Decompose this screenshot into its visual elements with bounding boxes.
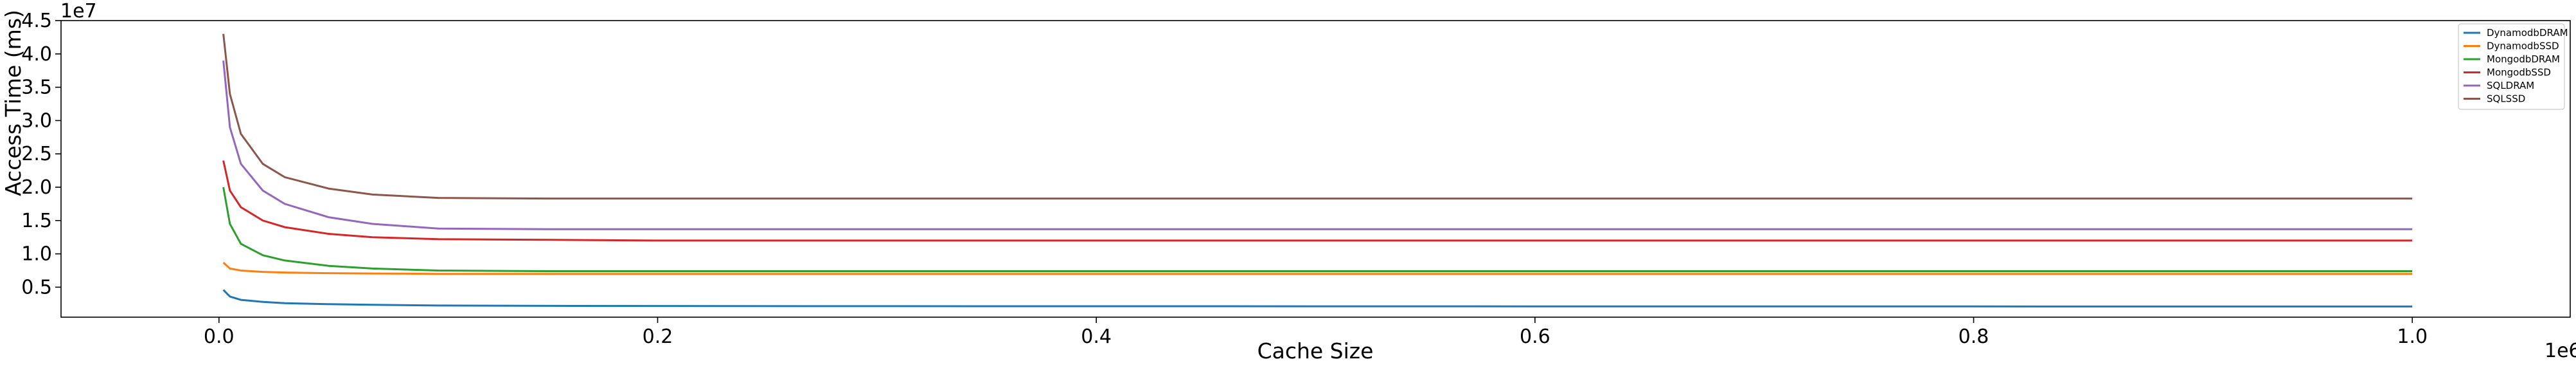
- series-line-dynamodbssd: [222, 261, 2413, 275]
- y-offset-label: 1e7: [60, 0, 97, 23]
- x-axis-label: Cache Size: [1257, 338, 1374, 363]
- y-tick-label: 2.0: [21, 176, 52, 199]
- legend-label: DynamodbDRAM: [2487, 27, 2568, 39]
- legend-label: SQLDRAM: [2487, 80, 2534, 91]
- x-tick-label: 1.0: [2397, 326, 2428, 348]
- series-line-mongodbssd: [222, 160, 2413, 242]
- y-tick-label: 0.5: [21, 276, 52, 299]
- x-tick-label: 0.2: [643, 326, 673, 348]
- series-line-sqldram: [222, 60, 2413, 230]
- x-tick-label: 0.0: [204, 326, 235, 348]
- x-tick-label: 0.8: [1959, 326, 1989, 348]
- series-line-dynamodbdram: [222, 289, 2413, 308]
- axes-frame: [60, 20, 2571, 318]
- plot-area: [222, 33, 2413, 308]
- y-tick-label: 3.5: [21, 77, 52, 99]
- y-tick-label: 4.0: [21, 43, 52, 66]
- x-offset-label: 1e6: [2545, 340, 2576, 362]
- y-tick-label: 1.5: [21, 210, 52, 232]
- legend-label: SQLSSD: [2487, 93, 2525, 105]
- y-tick-label: 1.0: [21, 243, 52, 266]
- series-line-sqlssd: [222, 33, 2413, 200]
- y-tick-label: 3.0: [21, 109, 52, 132]
- x-tick-label: 0.4: [1081, 326, 1112, 348]
- x-tick-label: 0.6: [1520, 326, 1550, 348]
- y-axis-label: Access Time (ms): [1, 10, 26, 196]
- y-tick-label: 4.5: [21, 10, 52, 32]
- legend-box: [2458, 23, 2565, 110]
- y-tick-label: 2.5: [21, 143, 52, 165]
- series-line-mongodbdram: [222, 187, 2413, 272]
- legend-label: MongodbSSD: [2487, 67, 2551, 78]
- legend-label: DynamodbSSD: [2487, 41, 2559, 52]
- legend-label: MongodbDRAM: [2487, 53, 2560, 65]
- axes: 0.0 0.2 0.4 0.6 0.8 1.0 0.5 1.0 1.5 2.0 2.5 3.0 3.5 4…: [21, 10, 2571, 348]
